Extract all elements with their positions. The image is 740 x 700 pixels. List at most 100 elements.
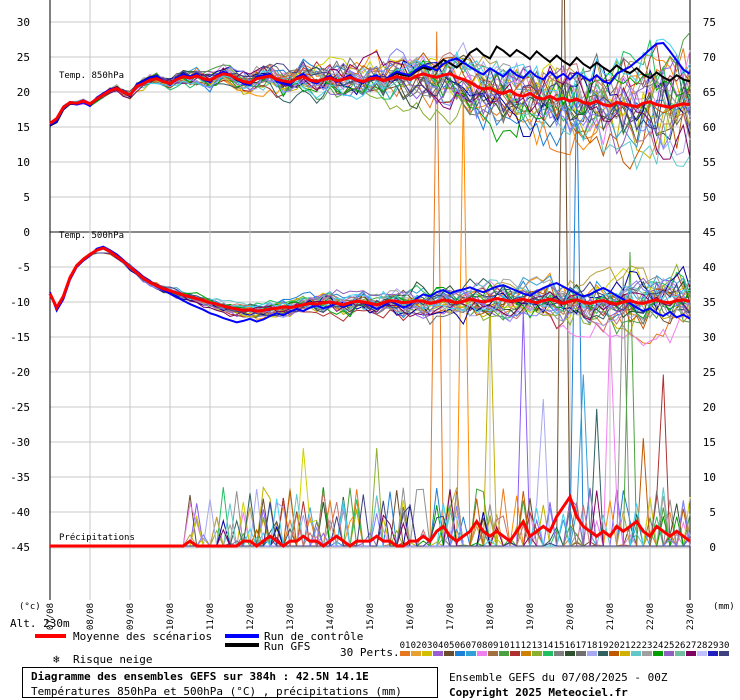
pert-number: 22 bbox=[631, 641, 642, 651]
pert-swatch bbox=[598, 651, 608, 656]
right-tick-label: 35 bbox=[703, 296, 716, 309]
left-tick-label: -5 bbox=[17, 261, 30, 274]
pert-swatch bbox=[400, 651, 410, 656]
pert-number: 18 bbox=[587, 641, 598, 651]
pert-swatch bbox=[686, 651, 696, 656]
x-date-label: 14/08 bbox=[326, 603, 336, 630]
pert-swatch bbox=[444, 651, 454, 656]
snowflake-icon: ❄ bbox=[53, 653, 60, 666]
pert-number: 09 bbox=[488, 641, 499, 651]
x-date-label: 22/08 bbox=[646, 603, 656, 630]
x-date-label: 15/08 bbox=[366, 603, 376, 630]
t850-member-line bbox=[49, 38, 691, 125]
legend-control-label: Run de contrôle bbox=[264, 630, 363, 643]
legend-mean-label: Moyenne des scénarios bbox=[73, 630, 212, 643]
pert-swatch bbox=[499, 651, 509, 656]
right-tick-label: 15 bbox=[703, 436, 716, 449]
x-date-label: 17/08 bbox=[446, 603, 456, 630]
pert-number: 23 bbox=[642, 641, 653, 651]
pert-swatch bbox=[521, 651, 531, 656]
pert-number: 08 bbox=[477, 641, 488, 651]
pert-number: 16 bbox=[565, 641, 576, 651]
pert-number: 14 bbox=[543, 641, 554, 651]
special-runs bbox=[48, 41, 691, 548]
t500-mean-line bbox=[48, 246, 691, 313]
title-line2: Températures 850hPa et 500hPa (°C) , pré… bbox=[31, 685, 402, 698]
left-tick-label: -20 bbox=[10, 366, 30, 379]
x-date-label: 19/08 bbox=[526, 603, 536, 630]
right-tick-label: 30 bbox=[703, 331, 716, 344]
pert-swatch bbox=[488, 651, 498, 656]
pert-number: 21 bbox=[620, 641, 631, 651]
pert-number: 04 bbox=[433, 641, 444, 651]
pert-swatch bbox=[554, 651, 564, 656]
pert-swatch bbox=[455, 651, 465, 656]
pert-number: 15 bbox=[554, 641, 565, 651]
right-tick-label: 20 bbox=[703, 401, 716, 414]
axes: 302520151050-5-10-15-20-25-30-35-40-4575… bbox=[10, 16, 735, 630]
left-tick-label: 30 bbox=[17, 16, 30, 29]
left-tick-label: -15 bbox=[10, 331, 30, 344]
left-unit-label: (°c) bbox=[19, 602, 41, 612]
pert-number: 03 bbox=[422, 641, 433, 651]
pert-number: 05 bbox=[444, 641, 455, 651]
right-tick-label: 40 bbox=[703, 261, 716, 274]
pert-swatch bbox=[510, 651, 520, 656]
pert-number: 01 bbox=[400, 641, 411, 651]
x-date-label: 09/08 bbox=[126, 603, 136, 630]
pert-swatch bbox=[532, 651, 542, 656]
right-tick-label: 50 bbox=[703, 191, 716, 204]
t500-member-line bbox=[49, 252, 691, 321]
pert-swatch bbox=[565, 651, 575, 656]
pert-number: 10 bbox=[499, 641, 510, 651]
pert-swatch bbox=[642, 651, 652, 656]
pert-number: 13 bbox=[532, 641, 543, 651]
right-tick-label: 70 bbox=[703, 51, 716, 64]
pert-number: 02 bbox=[411, 641, 422, 651]
left-tick-label: -45 bbox=[10, 541, 30, 554]
altitude-label: Alt. 230m bbox=[10, 617, 70, 630]
pert-swatch bbox=[433, 651, 443, 656]
right-tick-label: 55 bbox=[703, 156, 716, 169]
pert-number: 17 bbox=[576, 641, 587, 651]
right-unit-label: (mm) bbox=[713, 602, 735, 612]
pert-swatch bbox=[609, 651, 619, 656]
copyright: Copyright 2025 Meteociel.fr bbox=[449, 686, 628, 699]
x-date-label: 12/08 bbox=[246, 603, 256, 630]
pert-number: 28 bbox=[697, 641, 708, 651]
pert-swatch bbox=[620, 651, 630, 656]
left-tick-label: 5 bbox=[23, 191, 30, 204]
pert-number: 27 bbox=[686, 641, 697, 651]
pert-swatch bbox=[411, 651, 421, 656]
right-tick-label: 45 bbox=[703, 226, 716, 239]
pert-number: 26 bbox=[675, 641, 686, 651]
x-date-label: 20/08 bbox=[566, 603, 576, 630]
pert-swatch bbox=[543, 651, 553, 656]
pert-number: 29 bbox=[708, 641, 719, 651]
x-date-label: 21/08 bbox=[606, 603, 616, 630]
pert-swatch bbox=[576, 651, 586, 656]
pert-swatch bbox=[719, 651, 729, 656]
pert-swatch bbox=[631, 651, 641, 656]
ensemble-info: Ensemble GEFS du 07/08/2025 - 00Z bbox=[449, 671, 668, 684]
x-date-label: 18/08 bbox=[486, 603, 496, 630]
pert-swatch bbox=[697, 651, 707, 656]
left-tick-label: 0 bbox=[23, 226, 30, 239]
right-tick-label: 75 bbox=[703, 16, 716, 29]
t500-label: Temp. 500hPa bbox=[59, 231, 124, 241]
pert-swatch bbox=[653, 651, 663, 656]
left-tick-label: -35 bbox=[10, 471, 30, 484]
x-date-label: 10/08 bbox=[166, 603, 176, 630]
title-box: Diagramme des ensembles GEFS sur 384h : … bbox=[22, 667, 438, 698]
pert-number: 12 bbox=[521, 641, 532, 651]
pert-swatch bbox=[477, 651, 487, 656]
pert-swatch bbox=[422, 651, 432, 656]
pert-number: 19 bbox=[598, 641, 609, 651]
x-date-label: 07/08 bbox=[46, 603, 56, 630]
pert-number: 25 bbox=[664, 641, 675, 651]
legend-gfs-label: Run GFS bbox=[264, 640, 310, 653]
left-tick-label: -25 bbox=[10, 401, 30, 414]
pert-number: 30 bbox=[719, 641, 730, 651]
right-tick-label: 25 bbox=[703, 366, 716, 379]
